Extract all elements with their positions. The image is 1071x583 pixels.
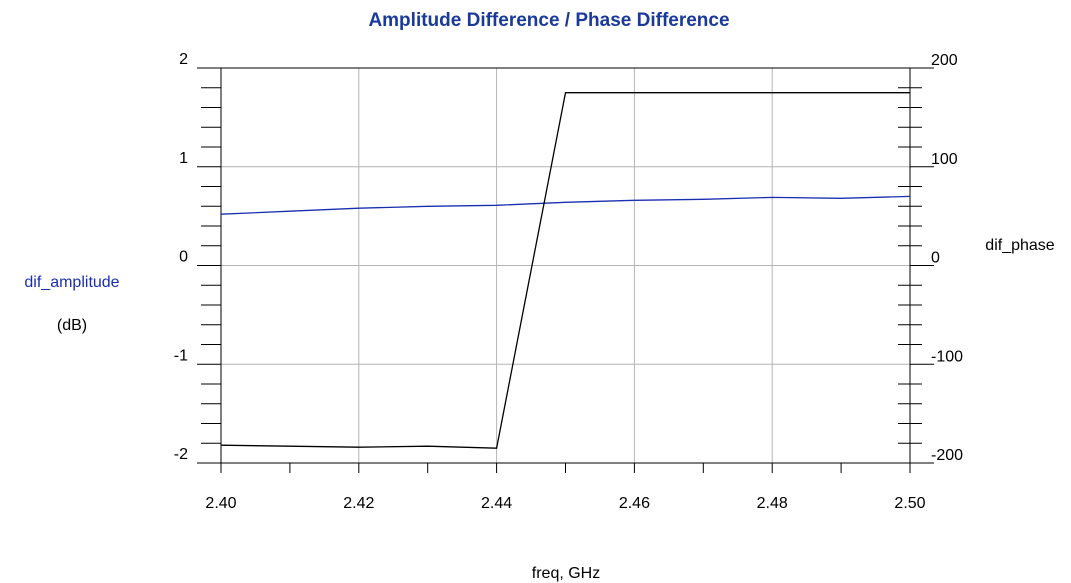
grid bbox=[221, 68, 910, 463]
series-line-dif-amplitude bbox=[220, 195, 911, 215]
minor-ticks bbox=[197, 67, 934, 473]
left-y-axis-unit: (dB) bbox=[57, 317, 87, 334]
x-tick-label: 2.42 bbox=[343, 495, 374, 512]
right-y-tick-label: -100 bbox=[931, 348, 963, 365]
left-y-tick-label: 0 bbox=[179, 249, 188, 266]
x-axis-label: freq, GHz bbox=[532, 565, 600, 582]
series-lines bbox=[220, 92, 911, 449]
x-tick-labels: 2.40 2.42 2.44 2.46 2.48 2.50 bbox=[205, 495, 925, 512]
right-y-tick-label: 100 bbox=[931, 151, 958, 168]
right-y-tick-labels: 200 100 0 -100 -200 bbox=[931, 52, 963, 464]
right-y-tick-label: 0 bbox=[931, 250, 940, 267]
right-y-tick-label: -200 bbox=[931, 447, 963, 464]
left-y-tick-label: -2 bbox=[174, 446, 188, 463]
x-tick-label: 2.46 bbox=[619, 495, 650, 512]
right-y-axis-label: dif_phase bbox=[985, 237, 1054, 254]
left-y-tick-label: 1 bbox=[179, 150, 188, 167]
left-y-axis-label: dif_amplitude bbox=[24, 274, 119, 291]
series-line-dif-phase bbox=[220, 92, 910, 449]
left-y-tick-label: -1 bbox=[174, 347, 188, 364]
right-y-tick-label: 200 bbox=[931, 52, 958, 69]
left-y-tick-label: 2 bbox=[179, 51, 188, 68]
x-tick-label: 2.50 bbox=[894, 495, 925, 512]
left-y-tick-labels: 2 1 0 -1 -2 bbox=[174, 51, 188, 463]
x-tick-label: 2.44 bbox=[481, 495, 512, 512]
x-tick-label: 2.40 bbox=[205, 495, 236, 512]
x-tick-label: 2.48 bbox=[757, 495, 788, 512]
chart-title: Amplitude Difference / Phase Difference bbox=[368, 10, 729, 31]
